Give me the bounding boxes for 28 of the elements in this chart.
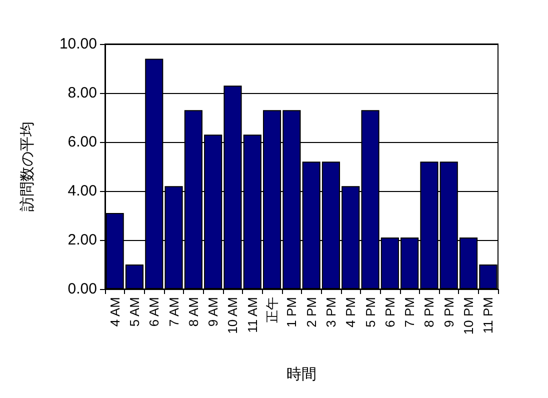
x-axis-title: 時間 <box>286 366 316 383</box>
y-tick-label: 8.00 <box>68 84 97 102</box>
x-tick-label: 6 PM <box>382 297 398 328</box>
x-tick-label: 4 AM <box>107 297 122 327</box>
x-tick-label: 7 AM <box>166 297 182 327</box>
x-tick-label: 正午 <box>264 297 280 323</box>
x-tick-label: 4 PM <box>343 297 358 328</box>
y-tick-label: 4.00 <box>68 182 97 200</box>
y-tick-label: 0.00 <box>68 280 97 298</box>
x-tick-label: 9 PM <box>441 297 456 328</box>
x-tick-label: 10 AM <box>225 297 240 334</box>
y-tick-label: 2.00 <box>68 232 97 248</box>
x-tick-label: 3 PM <box>323 297 338 328</box>
x-tick-label: 11 PM <box>480 297 496 334</box>
x-tick-label: 11 AM <box>244 297 260 333</box>
y-axis-title: 訪問数の平均 <box>19 122 36 212</box>
x-tick-label: 2 PM <box>304 297 319 328</box>
x-tick-label: 8 AM <box>186 297 201 327</box>
y-tick-label: 10.00 <box>59 36 97 52</box>
x-tick-label: 5 PM <box>362 297 378 328</box>
x-tick-label: 6 AM <box>146 297 162 327</box>
x-tick-label: 5 AM <box>126 297 142 327</box>
x-tick-label: 7 PM <box>402 297 418 328</box>
x-tick-label: 10 PM <box>461 297 476 335</box>
x-tick-label: 9 AM <box>206 297 221 327</box>
x-tick-label: 8 PM <box>422 297 437 328</box>
x-tick-label: 1 PM <box>284 297 300 328</box>
y-tick-label: 6.00 <box>68 134 97 150</box>
